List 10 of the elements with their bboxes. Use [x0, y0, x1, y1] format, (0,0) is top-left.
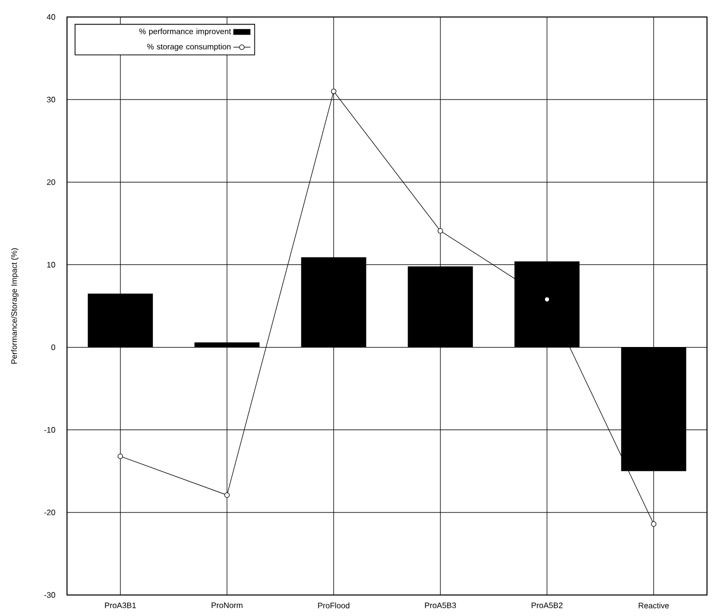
- bar: [194, 342, 260, 348]
- point: [224, 492, 230, 498]
- point: [330, 88, 336, 94]
- bar: [408, 266, 473, 348]
- point: [544, 296, 550, 302]
- bar: [301, 257, 366, 348]
- bar: [514, 261, 580, 348]
- point: [438, 228, 444, 234]
- point: [118, 454, 124, 459]
- point: [650, 521, 656, 527]
